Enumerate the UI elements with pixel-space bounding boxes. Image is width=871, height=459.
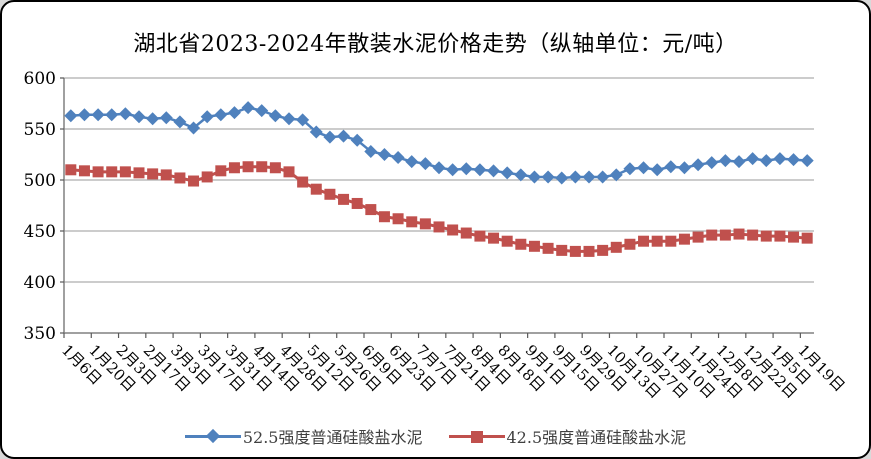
y-axis-labels: 350 400 450 500 550 600 <box>24 69 64 344</box>
svg-text:600: 600 <box>24 69 56 89</box>
legend-label-52-5: 52.5强度普通硅酸盐水泥 <box>242 428 423 447</box>
x-axis-ticks <box>63 333 801 338</box>
diamond-marker-icon <box>184 428 241 444</box>
legend-label-42-5: 42.5强度普通硅酸盐水泥 <box>506 428 687 447</box>
svg-text:550: 550 <box>24 120 56 140</box>
series-42-5 <box>65 161 813 257</box>
axes <box>63 78 814 334</box>
chart-legend: 52.5强度普通硅酸盐水泥 42.5强度普通硅酸盐水泥 <box>2 424 869 448</box>
series-52-5 <box>64 101 814 185</box>
svg-text:400: 400 <box>24 273 56 293</box>
legend-item-52-5: 52.5强度普通硅酸盐水泥 <box>184 424 423 448</box>
svg-text:450: 450 <box>24 222 56 242</box>
chart-title: 湖北省2023-2024年散装水泥价格走势（纵轴单位：元/吨） <box>133 32 738 57</box>
square-marker-icon <box>448 429 505 444</box>
x-axis-labels: 1月6日1月20日2月3日2月17日3月3日3月17日3月31日4月14日4月2… <box>58 341 849 402</box>
legend-item-42-5: 42.5强度普通硅酸盐水泥 <box>448 424 687 448</box>
svg-text:500: 500 <box>24 171 56 191</box>
svg-text:350: 350 <box>24 324 56 344</box>
